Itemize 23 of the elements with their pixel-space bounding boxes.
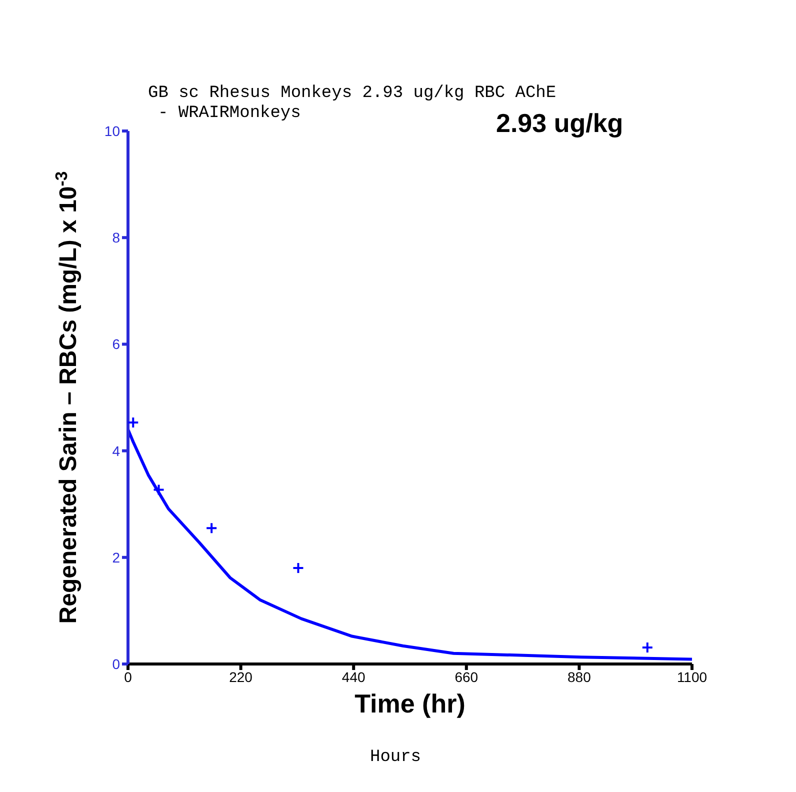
y-tick-label: 2 (112, 549, 120, 566)
chart-title: GB sc Rhesus Monkeys 2.93 ug/kg RBC AChE (148, 84, 556, 104)
point (152, 484, 165, 496)
annotation: 2.93 ug/kg (496, 108, 624, 139)
x-axis-title: Time (hr) (354, 688, 466, 718)
text: Hours (370, 748, 422, 767)
y-tick-label: 4 (112, 442, 120, 459)
y-tick-label: 6 (112, 336, 120, 352)
y-tick-label: 0 (112, 656, 120, 672)
x-tick-label: 220 (229, 668, 253, 685)
chart-subtitle: - WRAIRMonkeys (158, 104, 301, 123)
point (641, 641, 654, 654)
y-tick-label: 8 (112, 230, 120, 246)
y-tick-label: 10 (104, 122, 120, 139)
x-tick-label: 660 (454, 668, 478, 685)
point (292, 562, 304, 574)
x-tick-label: 0 (124, 668, 132, 685)
point (206, 522, 218, 534)
point (128, 416, 140, 429)
x-tick-label: 440 (342, 668, 366, 685)
x-tick-label: 880 (568, 668, 592, 685)
x-tick-label: 1100 (676, 668, 708, 685)
line-series (128, 428, 692, 661)
